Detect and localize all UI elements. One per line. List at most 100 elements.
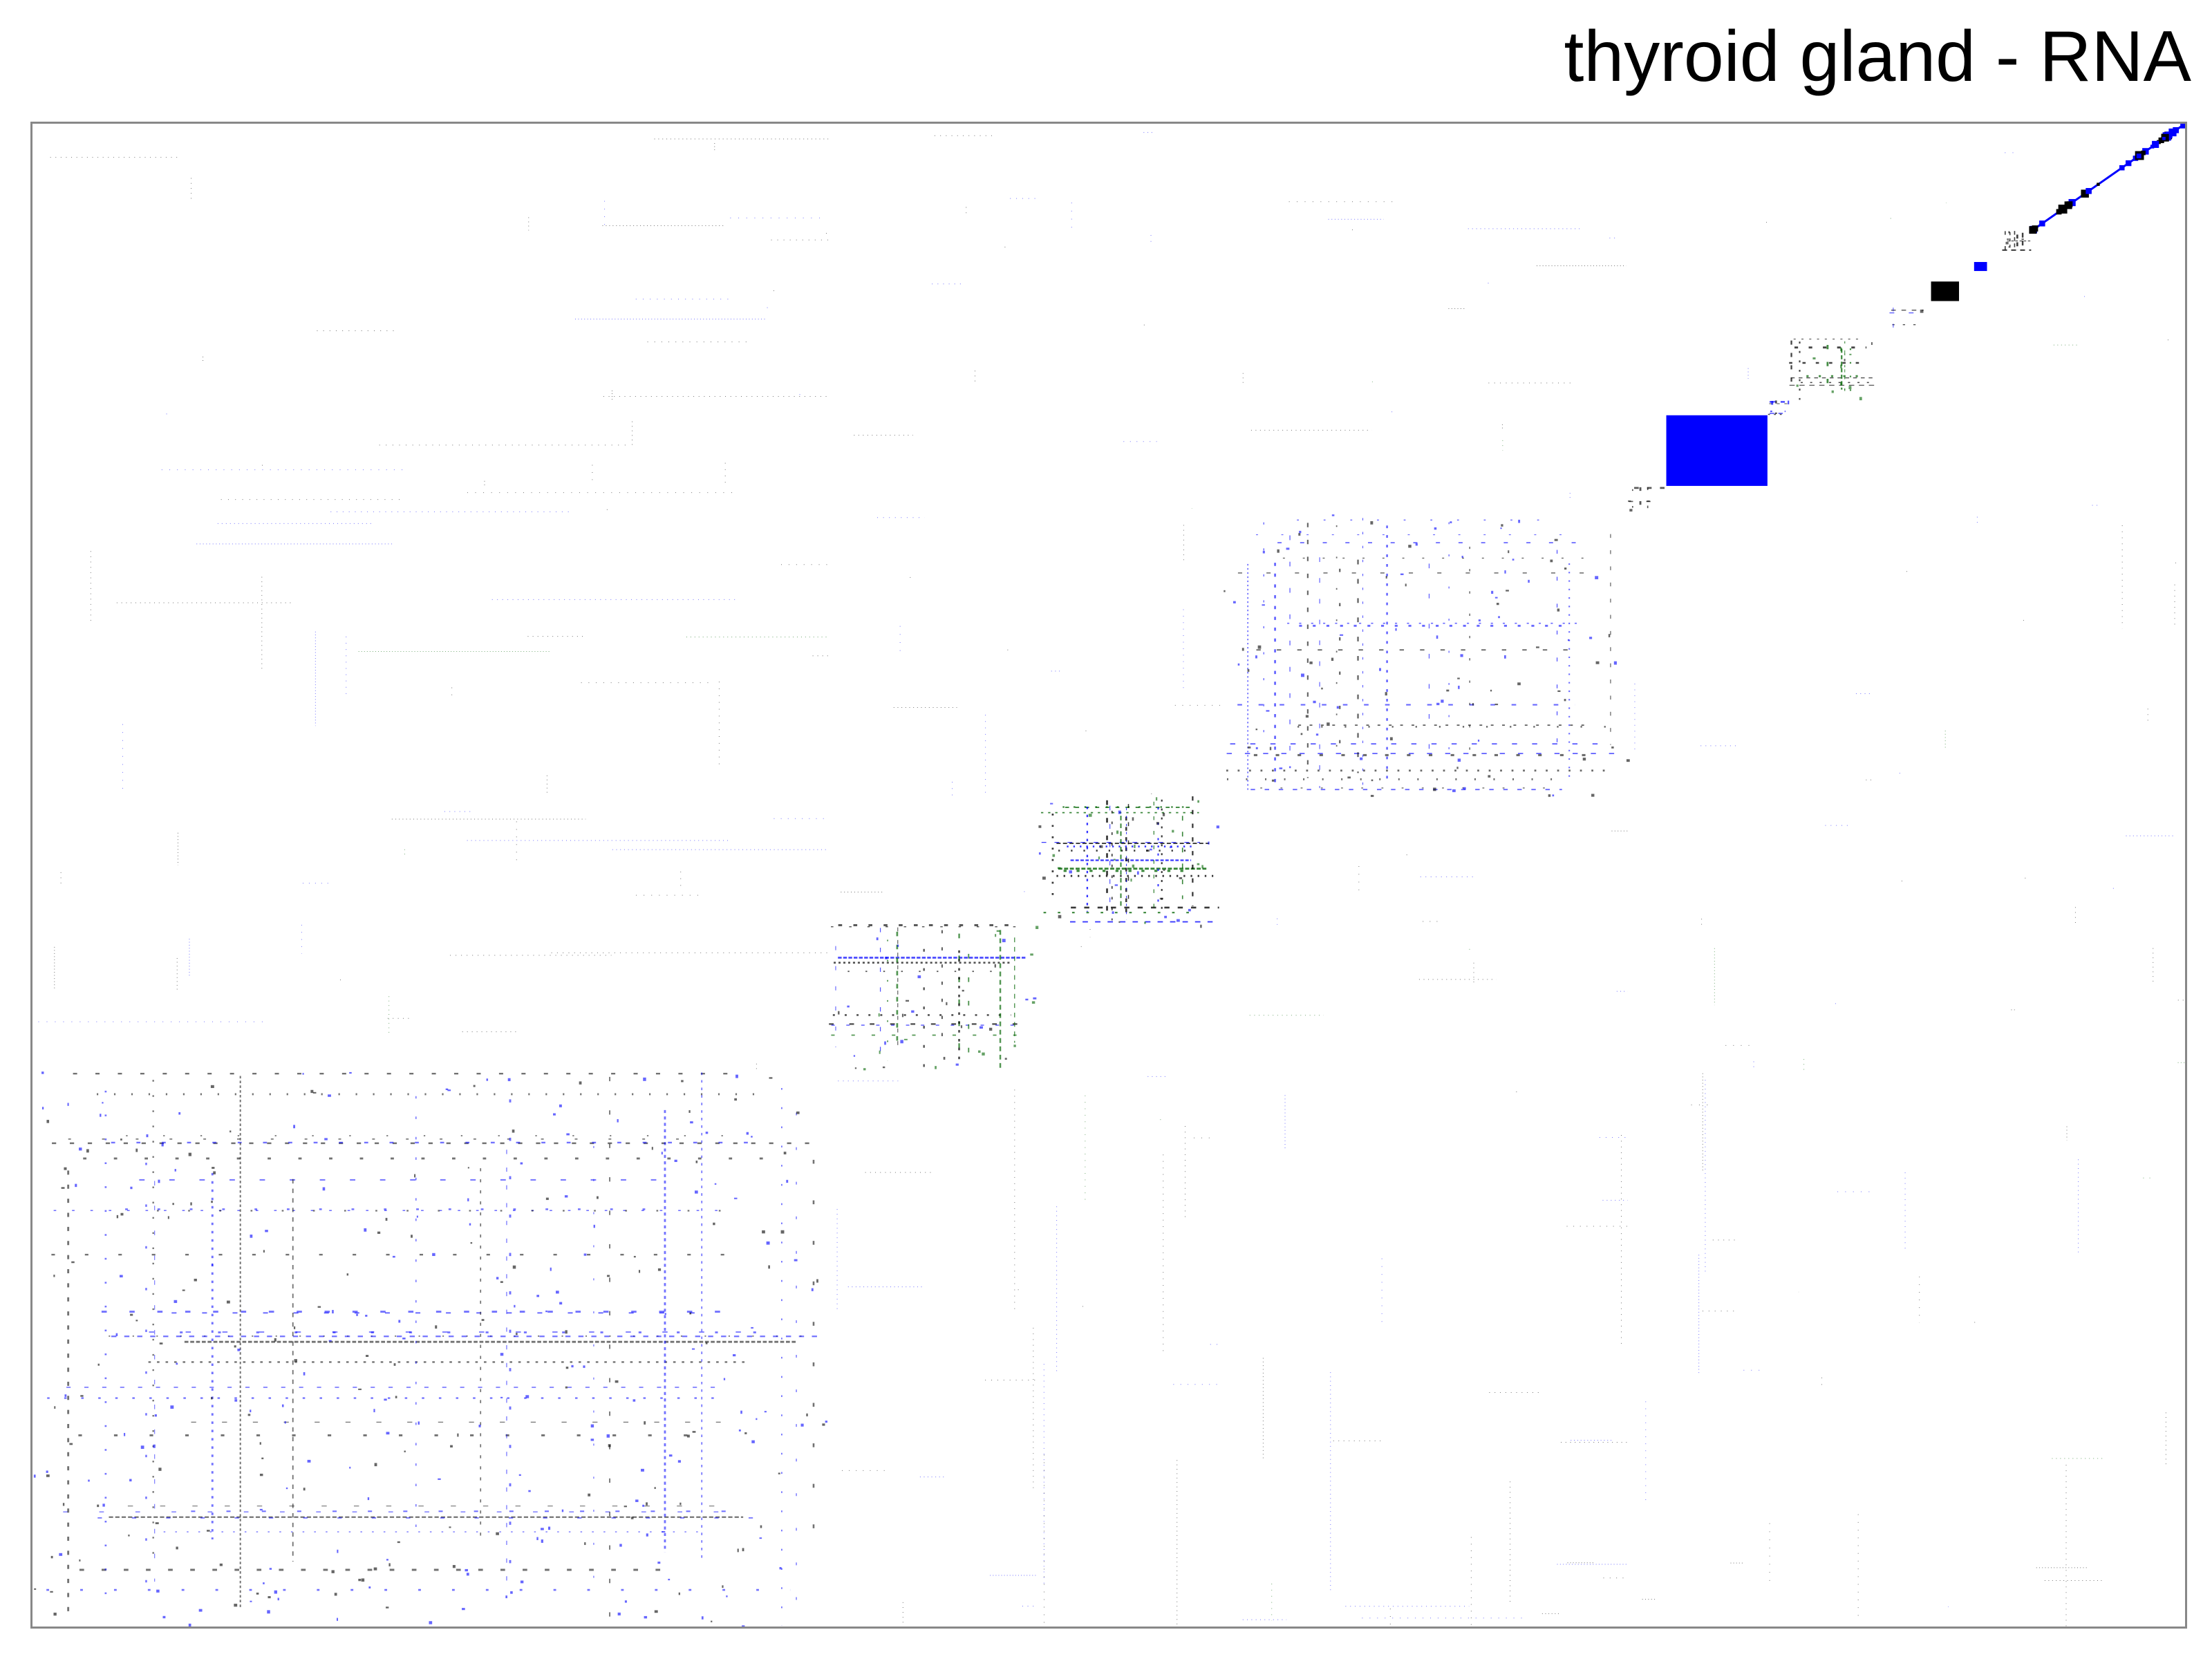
heatmap-cell xyxy=(746,1132,749,1135)
heatmap-cell xyxy=(738,1429,741,1432)
heatmap-cell xyxy=(1156,822,1159,825)
heatmap-cell xyxy=(744,1432,747,1434)
heatmap-cell xyxy=(1548,794,1551,797)
heatmap-cell xyxy=(1155,797,1158,801)
heatmap-cell xyxy=(1494,703,1499,706)
heatmap-cell xyxy=(285,1487,288,1490)
heatmap-cell xyxy=(1595,576,1599,579)
heatmap-cell xyxy=(1069,870,1072,874)
heatmap-cell xyxy=(234,1345,236,1348)
heatmap-cell xyxy=(607,1275,610,1277)
heatmap-cell xyxy=(67,1103,69,1106)
heatmap-cell xyxy=(1164,915,1167,919)
heatmap-cell xyxy=(1385,692,1387,696)
heatmap-cell xyxy=(411,1235,413,1238)
heatmap-cell xyxy=(1099,845,1103,848)
heatmap-cell xyxy=(1042,877,1046,880)
heatmap-cell xyxy=(1201,865,1203,869)
heatmap-cell xyxy=(310,1089,314,1094)
heatmap-cell xyxy=(711,1620,713,1622)
heatmap-cell xyxy=(615,1380,619,1383)
heatmap-cell xyxy=(1033,997,1037,1000)
heatmap-block-cluster-9 xyxy=(1889,308,1924,329)
heatmap-cell xyxy=(46,1470,48,1473)
heatmap-cell xyxy=(1508,550,1510,554)
heatmap-cell xyxy=(473,1085,476,1087)
heatmap-cell xyxy=(312,1091,317,1094)
heatmap-cell xyxy=(1286,547,1290,550)
heatmap-cell xyxy=(2058,205,2068,214)
heatmap-cell xyxy=(994,964,996,968)
heatmap-cell xyxy=(1266,710,1270,712)
heatmap-cell xyxy=(2056,209,2061,214)
heatmap-cell xyxy=(130,1186,133,1190)
heatmap-cell xyxy=(863,1068,866,1071)
heatmap-cell xyxy=(608,1444,611,1447)
heatmap-cell xyxy=(457,1433,459,1437)
heatmap-cell xyxy=(2126,160,2132,167)
heatmap-cell xyxy=(1518,519,1521,523)
heatmap-cell xyxy=(1309,661,1313,664)
heatmap-cell xyxy=(1370,521,1374,525)
heatmap-cell xyxy=(1289,766,1291,769)
heatmap-cell xyxy=(500,1353,504,1356)
heatmap-cell xyxy=(1512,559,1515,561)
heatmap-cell xyxy=(349,1466,351,1469)
heatmap-cell xyxy=(561,1509,564,1512)
heatmap-cell xyxy=(644,1615,648,1619)
heatmap-cell xyxy=(550,1267,552,1271)
heatmap-cell xyxy=(911,1010,915,1013)
heatmap-cell xyxy=(654,1610,658,1613)
heatmap-cell xyxy=(1248,746,1251,749)
heatmap-cell xyxy=(467,1167,469,1169)
heatmap-cell xyxy=(1395,628,1397,631)
heatmap-cell xyxy=(268,1596,271,1599)
heatmap-cell xyxy=(1216,825,1219,829)
heatmap-cell xyxy=(733,1197,738,1199)
heatmap-cell xyxy=(624,1506,628,1508)
heatmap-cell xyxy=(903,1038,908,1040)
heatmap-cell xyxy=(632,1399,636,1402)
heatmap-cell xyxy=(256,1592,259,1595)
heatmap-cell xyxy=(167,1216,169,1219)
heatmap-cell xyxy=(1052,854,1056,857)
heatmap-cell xyxy=(1031,1001,1035,1004)
heatmap-cell xyxy=(1002,939,1006,943)
heatmap-cell xyxy=(1255,729,1258,731)
heatmap-cell xyxy=(1150,848,1152,851)
heatmap-cell xyxy=(365,1315,368,1317)
heatmap-cell xyxy=(590,1424,594,1428)
heatmap-cell xyxy=(579,1081,582,1085)
heatmap-cell xyxy=(1517,682,1521,686)
heatmap-cell xyxy=(373,1567,377,1571)
heatmap-cell xyxy=(377,1231,381,1234)
heatmap-cell xyxy=(520,1162,523,1165)
heatmap-cell xyxy=(1030,953,1033,956)
heatmap-cell xyxy=(247,1414,251,1416)
heatmap-cell xyxy=(64,1394,67,1397)
heatmap-cell xyxy=(263,1582,265,1584)
heatmap-cell xyxy=(661,1152,663,1155)
heatmap-cell xyxy=(1859,397,1862,401)
heatmap-cell xyxy=(53,1612,57,1616)
heatmap-cell xyxy=(267,1610,270,1614)
heatmap-cell xyxy=(1038,825,1042,828)
heatmap-cell xyxy=(2032,225,2038,232)
heatmap-cell xyxy=(583,1253,587,1256)
heatmap-cell xyxy=(740,1410,742,1414)
heatmap-cell xyxy=(1564,568,1567,570)
heatmap-cell xyxy=(547,1526,551,1530)
heatmap-cell xyxy=(806,1413,808,1416)
heatmap-cell xyxy=(1347,776,1351,779)
heatmap-cell xyxy=(885,957,888,959)
heatmap-cell xyxy=(1331,514,1335,516)
heatmap-cell xyxy=(541,1539,543,1543)
heatmap-cell xyxy=(206,1530,210,1532)
heatmap-cell xyxy=(1528,579,1530,583)
heatmap-cell xyxy=(2066,201,2073,207)
heatmap-cell xyxy=(135,1320,138,1322)
heatmap-cell xyxy=(565,1330,568,1334)
heatmap-cell xyxy=(61,1187,65,1189)
heatmap-cell xyxy=(690,1121,693,1124)
heatmap-cell xyxy=(1433,787,1436,791)
